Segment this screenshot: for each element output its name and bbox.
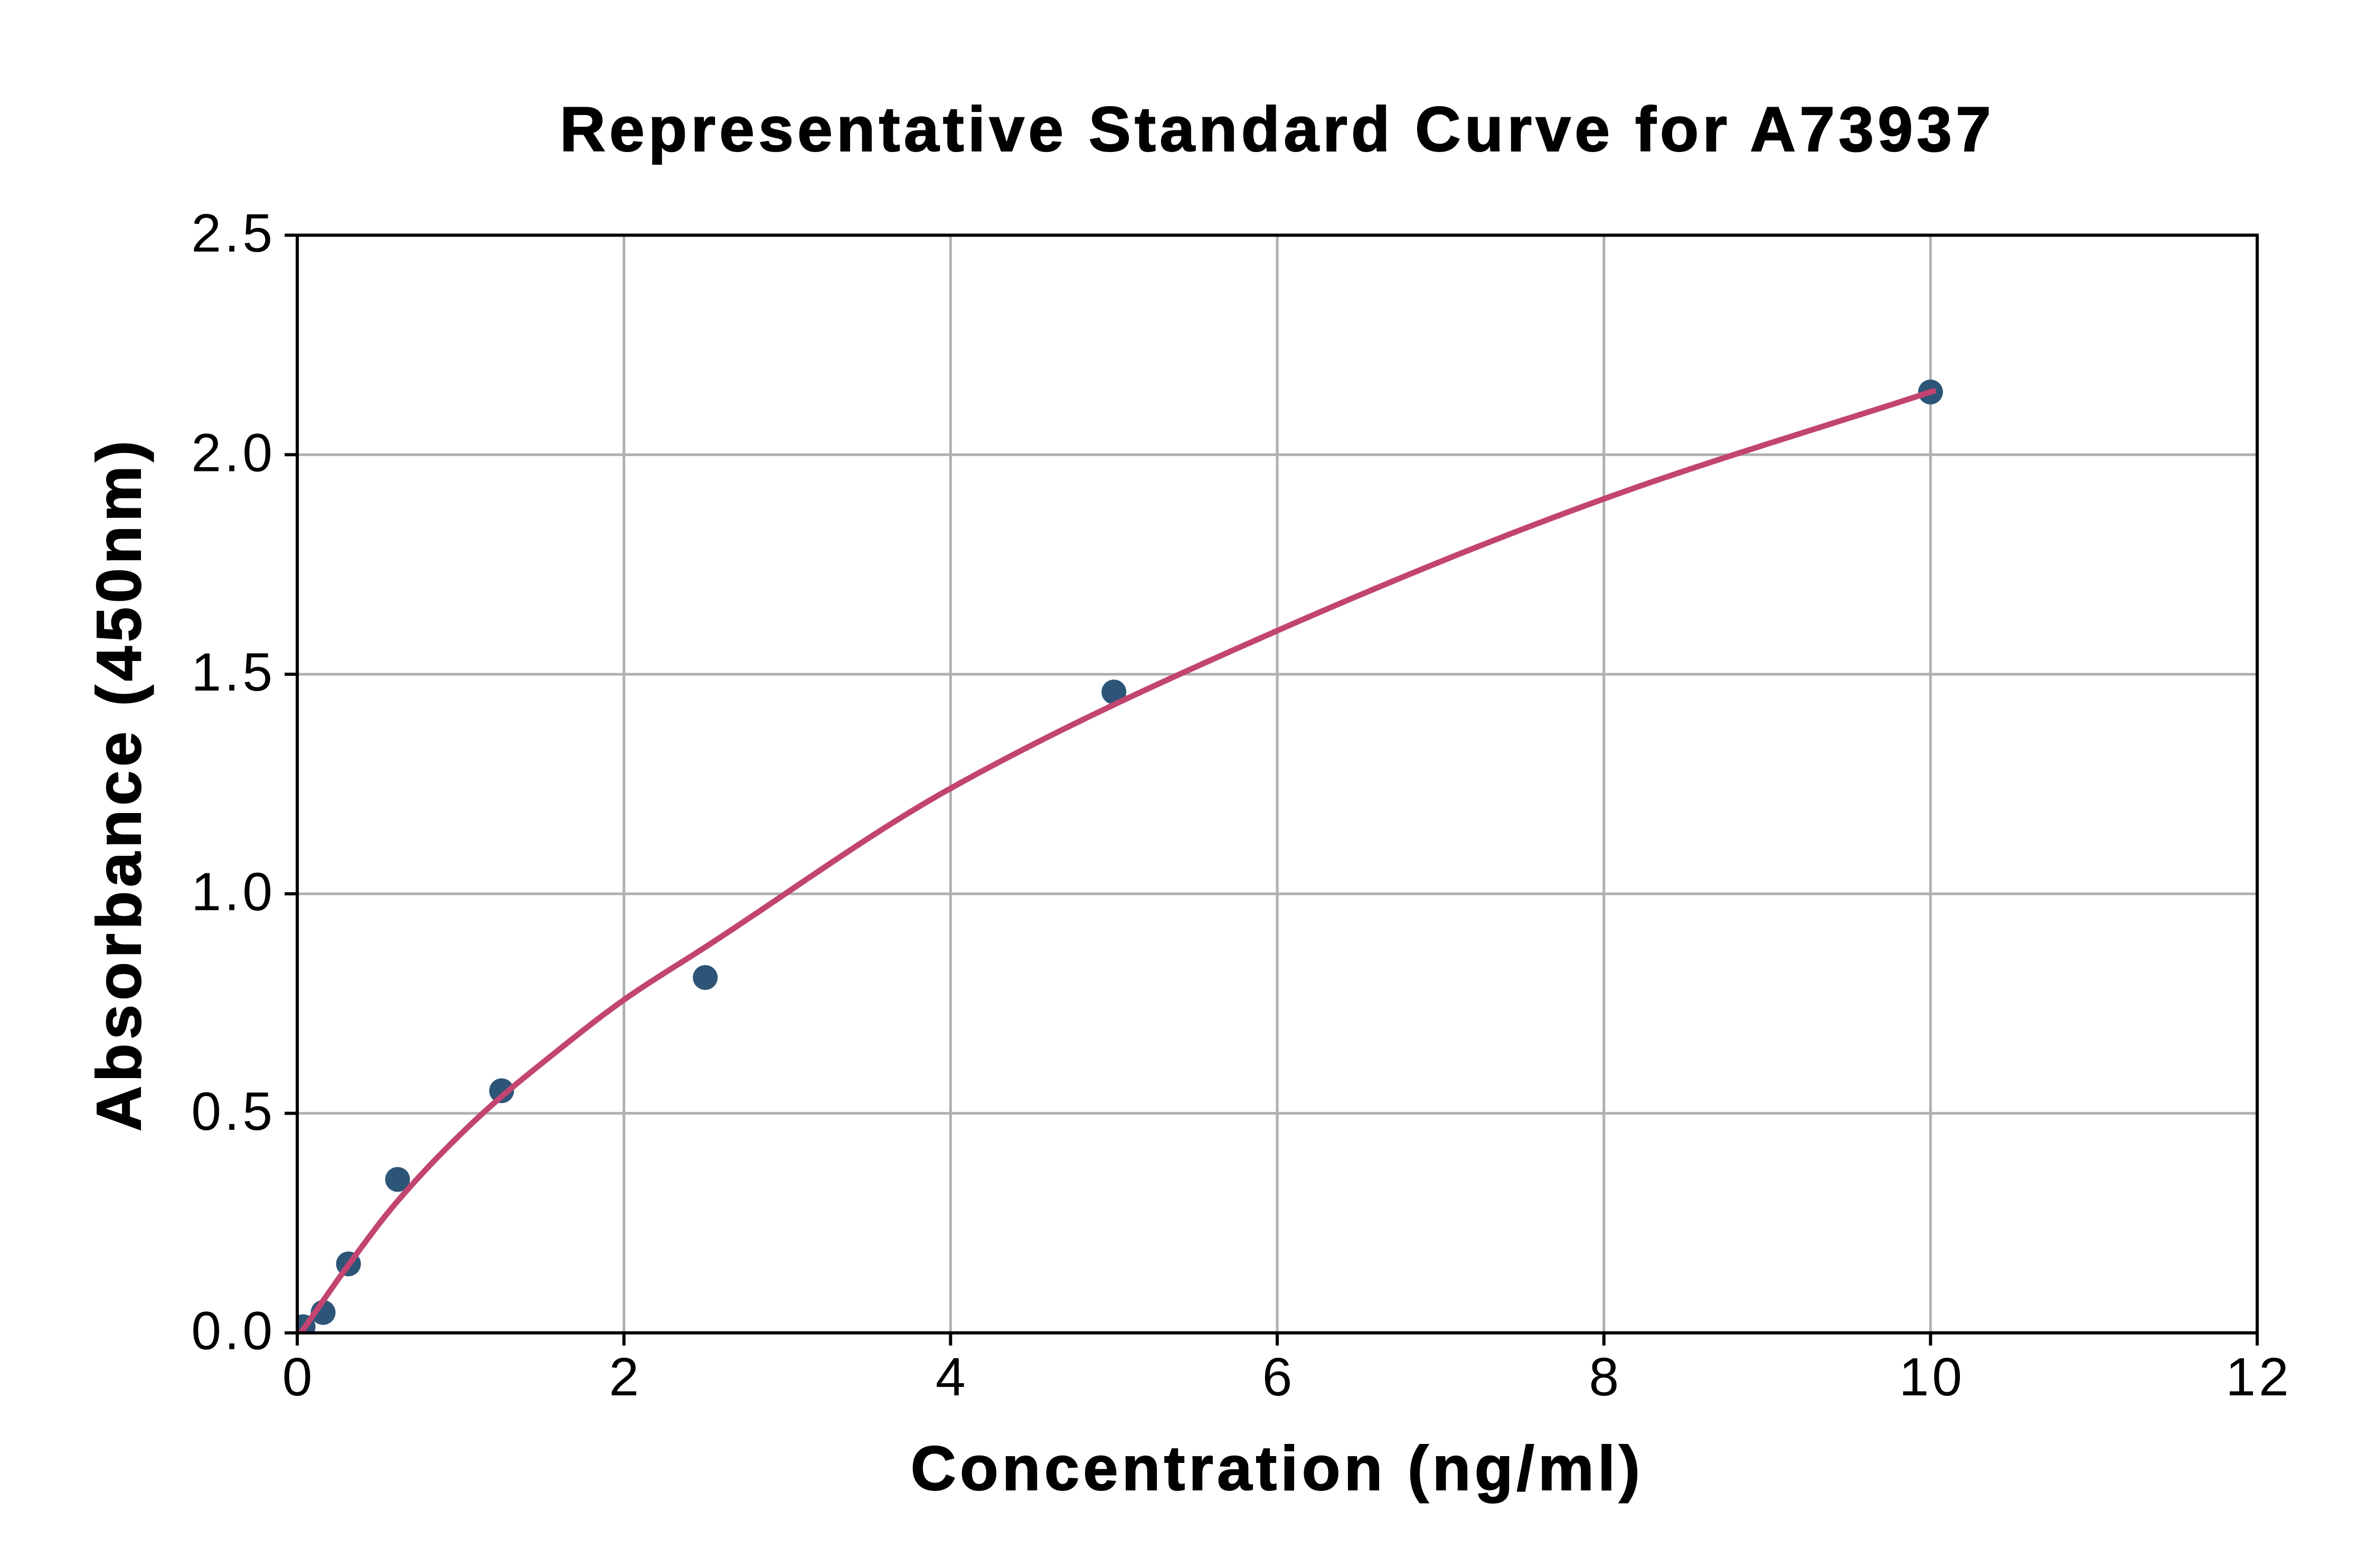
svg-text:6: 6 — [1262, 1347, 1293, 1407]
svg-text:2: 2 — [609, 1347, 639, 1407]
svg-text:2.5: 2.5 — [191, 203, 276, 263]
svg-text:4: 4 — [936, 1347, 966, 1407]
svg-text:Absorbance (450nm): Absorbance (450nm) — [84, 437, 154, 1131]
svg-text:1.5: 1.5 — [191, 642, 276, 702]
svg-text:10: 10 — [1899, 1347, 1965, 1407]
svg-text:Representative Standard Curve: Representative Standard Curve for A73937 — [560, 94, 1995, 165]
svg-text:2.0: 2.0 — [191, 422, 276, 483]
svg-text:0: 0 — [282, 1347, 313, 1407]
svg-text:1.0: 1.0 — [191, 862, 276, 922]
svg-text:12: 12 — [2226, 1347, 2292, 1407]
svg-text:0.5: 0.5 — [191, 1081, 276, 1141]
svg-text:0.0: 0.0 — [191, 1301, 276, 1361]
svg-text:8: 8 — [1589, 1347, 1619, 1407]
svg-text:Concentration (ng/ml): Concentration (ng/ml) — [911, 1433, 1644, 1504]
